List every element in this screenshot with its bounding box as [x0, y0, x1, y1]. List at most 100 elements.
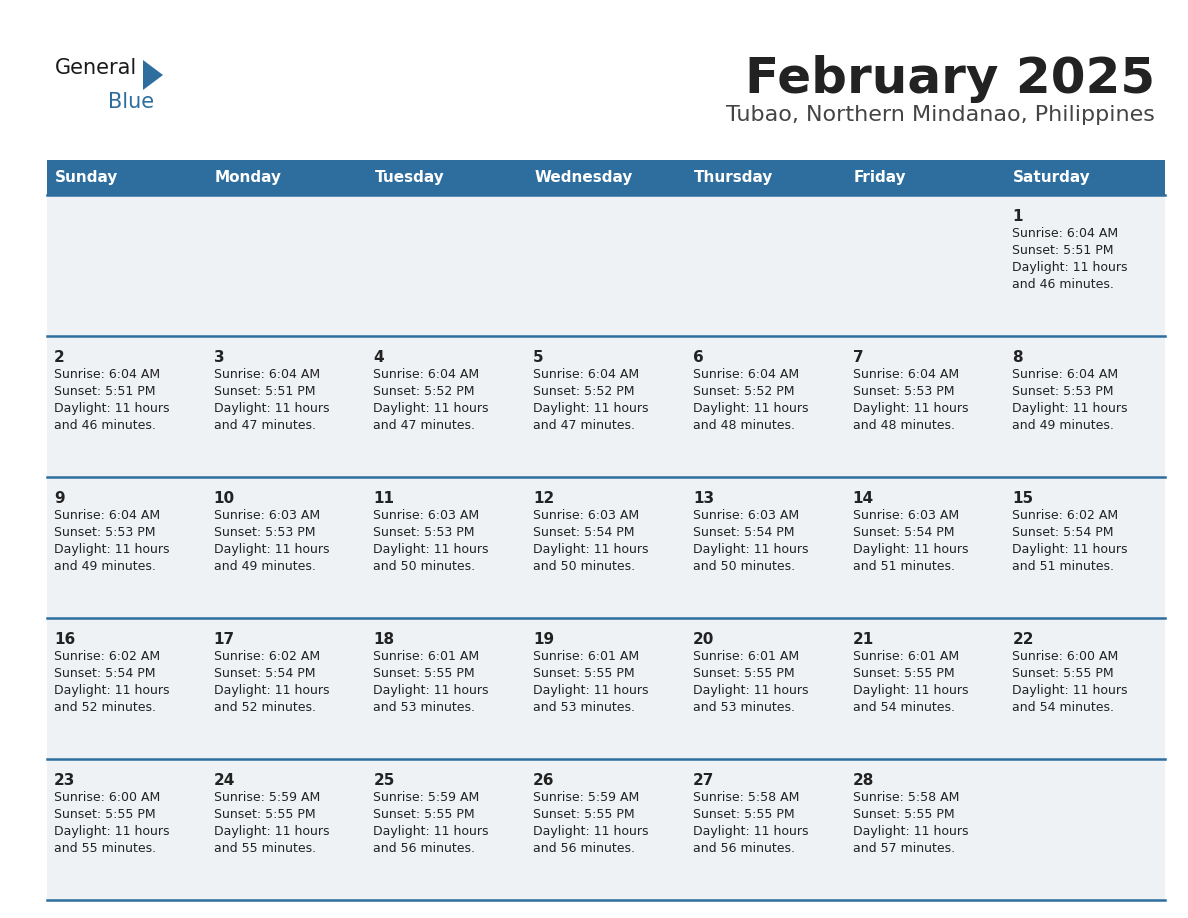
Text: Sunset: 5:55 PM: Sunset: 5:55 PM: [693, 667, 795, 680]
Text: Sunset: 5:53 PM: Sunset: 5:53 PM: [214, 526, 315, 539]
Text: Sunrise: 6:04 AM: Sunrise: 6:04 AM: [373, 368, 480, 381]
Text: Blue: Blue: [108, 92, 154, 112]
Text: 19: 19: [533, 632, 555, 647]
Text: Monday: Monday: [215, 170, 282, 185]
Text: 12: 12: [533, 491, 555, 506]
Text: Sunrise: 6:04 AM: Sunrise: 6:04 AM: [1012, 368, 1118, 381]
Text: Daylight: 11 hours: Daylight: 11 hours: [53, 543, 170, 556]
Bar: [846, 336, 1005, 477]
Text: and 54 minutes.: and 54 minutes.: [1012, 701, 1114, 714]
Text: Sunrise: 6:03 AM: Sunrise: 6:03 AM: [214, 509, 320, 522]
Text: Sunrise: 6:04 AM: Sunrise: 6:04 AM: [214, 368, 320, 381]
Text: Daylight: 11 hours: Daylight: 11 hours: [373, 684, 489, 697]
Text: 20: 20: [693, 632, 714, 647]
Text: and 57 minutes.: and 57 minutes.: [853, 842, 955, 855]
Text: 6: 6: [693, 350, 703, 365]
Text: Sunrise: 6:01 AM: Sunrise: 6:01 AM: [853, 650, 959, 663]
Text: Sunrise: 5:59 AM: Sunrise: 5:59 AM: [214, 791, 320, 804]
Bar: [1005, 477, 1165, 618]
Bar: [685, 195, 846, 336]
Bar: [366, 477, 526, 618]
Text: Sunset: 5:54 PM: Sunset: 5:54 PM: [1012, 526, 1114, 539]
Text: Sunrise: 6:03 AM: Sunrise: 6:03 AM: [373, 509, 480, 522]
Bar: [526, 195, 685, 336]
Bar: [366, 618, 526, 759]
Text: Sunrise: 6:03 AM: Sunrise: 6:03 AM: [853, 509, 959, 522]
Text: Sunrise: 6:01 AM: Sunrise: 6:01 AM: [373, 650, 480, 663]
Text: Sunrise: 6:03 AM: Sunrise: 6:03 AM: [533, 509, 639, 522]
Text: 9: 9: [53, 491, 64, 506]
Text: Sunset: 5:53 PM: Sunset: 5:53 PM: [1012, 385, 1114, 398]
Bar: [1005, 336, 1165, 477]
Text: and 50 minutes.: and 50 minutes.: [693, 560, 795, 573]
Bar: [207, 618, 366, 759]
Bar: [685, 160, 846, 195]
Bar: [48, 160, 207, 195]
Text: and 51 minutes.: and 51 minutes.: [1012, 560, 1114, 573]
Text: Daylight: 11 hours: Daylight: 11 hours: [1012, 402, 1127, 415]
Bar: [366, 195, 526, 336]
Text: Sunrise: 6:02 AM: Sunrise: 6:02 AM: [214, 650, 320, 663]
Text: Sunrise: 6:04 AM: Sunrise: 6:04 AM: [53, 368, 160, 381]
Text: Sunset: 5:52 PM: Sunset: 5:52 PM: [693, 385, 795, 398]
Text: Sunset: 5:55 PM: Sunset: 5:55 PM: [214, 808, 315, 821]
Text: and 56 minutes.: and 56 minutes.: [693, 842, 795, 855]
Text: Sunset: 5:53 PM: Sunset: 5:53 PM: [53, 526, 156, 539]
Text: Sunset: 5:54 PM: Sunset: 5:54 PM: [853, 526, 954, 539]
Bar: [207, 759, 366, 900]
Text: 7: 7: [853, 350, 864, 365]
Bar: [48, 477, 207, 618]
Text: 21: 21: [853, 632, 874, 647]
Text: Daylight: 11 hours: Daylight: 11 hours: [373, 402, 489, 415]
Bar: [207, 160, 366, 195]
Bar: [526, 759, 685, 900]
Text: 2: 2: [53, 350, 65, 365]
Text: and 50 minutes.: and 50 minutes.: [533, 560, 636, 573]
Text: Daylight: 11 hours: Daylight: 11 hours: [53, 825, 170, 838]
Text: Daylight: 11 hours: Daylight: 11 hours: [853, 402, 968, 415]
Text: Daylight: 11 hours: Daylight: 11 hours: [1012, 684, 1127, 697]
Text: 3: 3: [214, 350, 225, 365]
Text: 18: 18: [373, 632, 394, 647]
Text: Daylight: 11 hours: Daylight: 11 hours: [53, 402, 170, 415]
Text: Daylight: 11 hours: Daylight: 11 hours: [214, 684, 329, 697]
Text: 4: 4: [373, 350, 384, 365]
Text: Sunrise: 6:00 AM: Sunrise: 6:00 AM: [53, 791, 160, 804]
Text: and 52 minutes.: and 52 minutes.: [53, 701, 156, 714]
Text: Sunset: 5:54 PM: Sunset: 5:54 PM: [214, 667, 315, 680]
Text: and 49 minutes.: and 49 minutes.: [1012, 419, 1114, 432]
Text: Daylight: 11 hours: Daylight: 11 hours: [214, 402, 329, 415]
Bar: [207, 336, 366, 477]
Bar: [846, 618, 1005, 759]
Text: 23: 23: [53, 773, 75, 788]
Bar: [846, 195, 1005, 336]
Text: and 53 minutes.: and 53 minutes.: [693, 701, 795, 714]
Text: Wednesday: Wednesday: [535, 170, 632, 185]
Bar: [685, 477, 846, 618]
Text: and 56 minutes.: and 56 minutes.: [373, 842, 475, 855]
Text: Tuesday: Tuesday: [374, 170, 444, 185]
Text: and 51 minutes.: and 51 minutes.: [853, 560, 955, 573]
Bar: [1005, 160, 1165, 195]
Text: and 52 minutes.: and 52 minutes.: [214, 701, 316, 714]
Text: Sunset: 5:55 PM: Sunset: 5:55 PM: [693, 808, 795, 821]
Text: Daylight: 11 hours: Daylight: 11 hours: [214, 543, 329, 556]
Text: Sunset: 5:54 PM: Sunset: 5:54 PM: [693, 526, 795, 539]
Text: Daylight: 11 hours: Daylight: 11 hours: [693, 402, 808, 415]
Bar: [526, 477, 685, 618]
Polygon shape: [143, 60, 163, 90]
Text: Daylight: 11 hours: Daylight: 11 hours: [373, 543, 489, 556]
Text: Daylight: 11 hours: Daylight: 11 hours: [533, 825, 649, 838]
Bar: [48, 336, 207, 477]
Text: Daylight: 11 hours: Daylight: 11 hours: [693, 684, 808, 697]
Bar: [48, 618, 207, 759]
Text: 27: 27: [693, 773, 714, 788]
Bar: [846, 759, 1005, 900]
Text: 13: 13: [693, 491, 714, 506]
Bar: [48, 195, 207, 336]
Text: 5: 5: [533, 350, 544, 365]
Text: Sunset: 5:55 PM: Sunset: 5:55 PM: [533, 667, 634, 680]
Text: 11: 11: [373, 491, 394, 506]
Text: Sunset: 5:54 PM: Sunset: 5:54 PM: [53, 667, 156, 680]
Text: Sunrise: 5:59 AM: Sunrise: 5:59 AM: [373, 791, 480, 804]
